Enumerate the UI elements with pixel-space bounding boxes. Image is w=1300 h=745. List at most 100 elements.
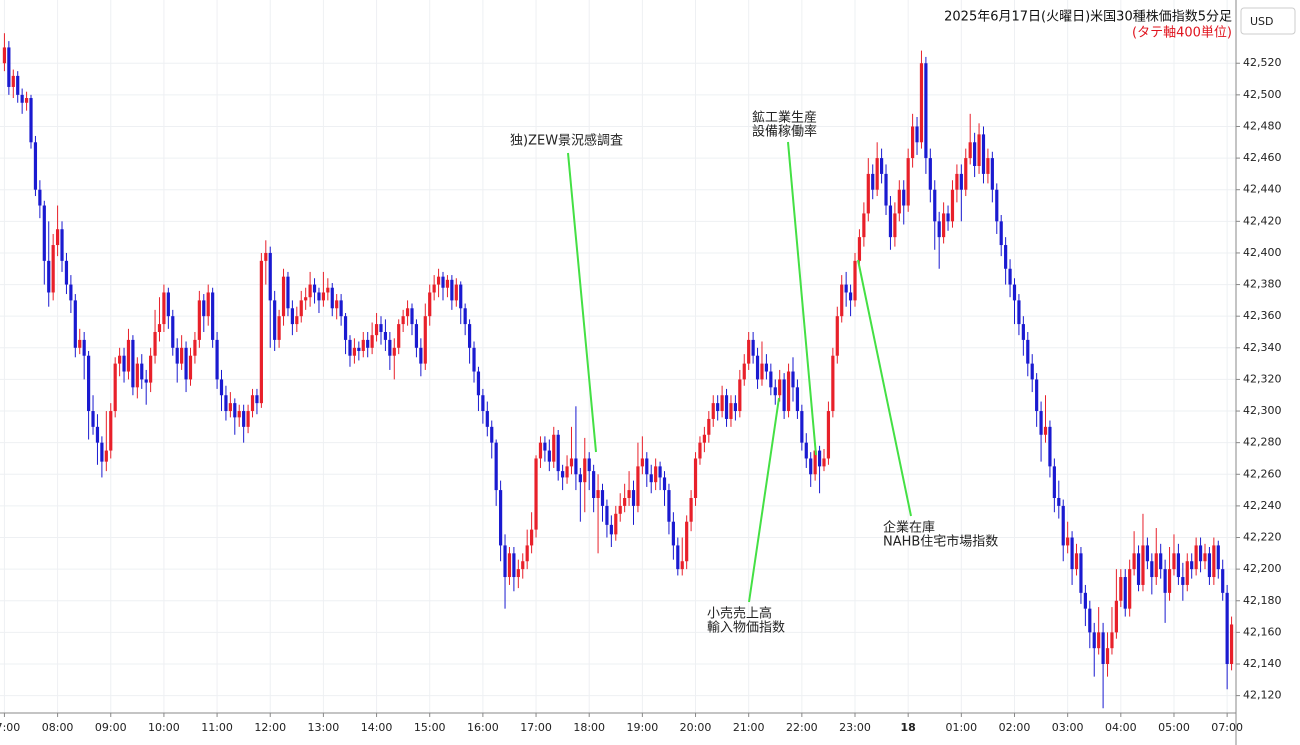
candle-body (631, 490, 636, 506)
candle-body (1114, 600, 1118, 633)
candle-body (773, 387, 777, 396)
x-tick-label: 07:00 (1211, 721, 1243, 734)
y-tick-label: 42,380 (1243, 278, 1282, 291)
x-tick-label: 01:00 (945, 721, 977, 734)
chart-title: 2025年6月17日(火曜日)米国30種株価指数5分足 (944, 9, 1232, 25)
candle-body (720, 395, 724, 412)
x-tick-label: 11:00 (201, 721, 233, 734)
candle-body (109, 411, 113, 451)
candle-body (494, 442, 498, 491)
candle-body (140, 363, 144, 380)
currency-box (1240, 7, 1296, 35)
candle-body (38, 189, 42, 206)
candle-body (410, 308, 414, 325)
candle-body (171, 316, 175, 348)
candle-body (1048, 426, 1052, 467)
candle-body (95, 426, 100, 443)
x-tick-label: 05:00 (1158, 721, 1190, 734)
candle-body (295, 316, 299, 325)
candle-body (308, 284, 312, 298)
y-tick-label: 42,460 (1243, 151, 1282, 164)
candle-body (658, 466, 662, 478)
candle-body (379, 324, 383, 332)
candle-body (835, 316, 839, 356)
candle-body (733, 403, 737, 412)
x-tick-label: 16:00 (467, 721, 499, 734)
candle-body (1052, 466, 1056, 498)
x-tick-label: 08:00 (42, 721, 74, 734)
candle-body (955, 173, 959, 190)
candle-body (87, 355, 91, 412)
candle-body (467, 324, 472, 348)
candle-body (999, 221, 1003, 246)
x-tick-label: 14:00 (361, 721, 393, 734)
x-tick-label: 18 (901, 721, 916, 734)
candle-body (73, 300, 77, 348)
candle-body (689, 497, 693, 522)
candle-body (1012, 284, 1017, 301)
y-tick-label: 42,340 (1243, 341, 1282, 354)
candle-body (871, 173, 875, 190)
candle-body (973, 142, 977, 166)
candle-body (986, 158, 990, 174)
x-tick-label: 12:00 (254, 721, 286, 734)
annotation-pointer (857, 259, 912, 517)
annotation-text: 独)ZEW景況感調査 (510, 133, 623, 149)
y-tick-label: 42,120 (1243, 689, 1282, 702)
candle-body (911, 126, 915, 159)
candle-body (680, 561, 684, 570)
candle-body (822, 458, 826, 467)
candle-body (202, 300, 206, 317)
candle-body (1035, 379, 1039, 412)
candle-body (388, 339, 392, 356)
candle-body (1097, 632, 1101, 649)
candle-body (122, 355, 126, 372)
candle-body (884, 173, 888, 206)
candle-body (928, 158, 932, 190)
x-tick-label: 04:00 (1105, 721, 1137, 734)
annotation-pointer (787, 141, 817, 456)
candle-body (888, 205, 893, 238)
candle-body (1176, 553, 1181, 578)
candle-body (645, 458, 649, 475)
candle-body (242, 411, 246, 427)
candle-body (78, 339, 82, 348)
candle-body (290, 308, 294, 325)
candle-body (499, 490, 503, 546)
candle-body (414, 324, 419, 348)
candle-body (397, 324, 401, 348)
candle-body (1101, 632, 1105, 664)
candle-body (764, 363, 769, 372)
candle-body (29, 98, 33, 143)
candle-body (561, 471, 565, 478)
candle-body (747, 339, 751, 364)
candle-body (317, 292, 321, 301)
candle-body (609, 524, 613, 535)
y-tick-label: 42,440 (1243, 183, 1282, 196)
candle-body (91, 411, 95, 427)
candle-body (1229, 624, 1234, 664)
candle-body (24, 98, 29, 103)
candle-body (357, 347, 361, 351)
candle-body (100, 442, 104, 462)
candle-body (281, 276, 286, 317)
candle-body (649, 474, 653, 483)
candle-body (157, 324, 162, 332)
candle-body (866, 173, 870, 214)
candle-body (1128, 569, 1132, 609)
candle-body (1017, 300, 1021, 325)
candle-body (592, 471, 596, 498)
candle-body (193, 339, 197, 356)
y-tick-label: 42,420 (1243, 214, 1282, 227)
candle-body (237, 411, 241, 418)
candle-body (472, 347, 476, 372)
candle-body (197, 300, 201, 340)
candle-body (180, 347, 184, 364)
candle-body (219, 379, 224, 396)
candle-body (215, 339, 219, 380)
candle-body (153, 331, 157, 356)
annotation-text: NAHB住宅市場指数 (883, 534, 998, 550)
candle-body (450, 279, 454, 301)
candle-body (162, 292, 166, 325)
